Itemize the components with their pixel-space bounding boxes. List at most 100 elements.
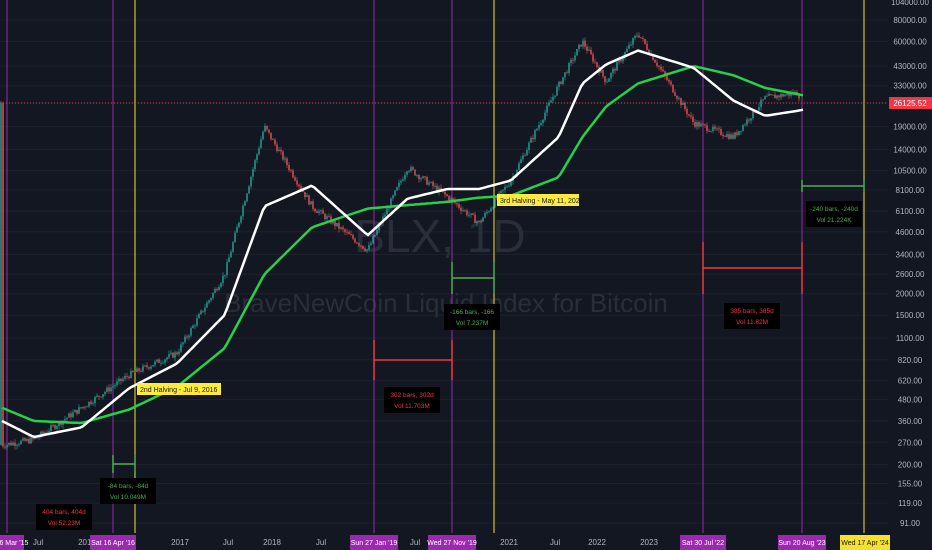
candle-body [394, 190, 396, 196]
price-tick-label: 360.00 [898, 417, 923, 426]
price-tick-label: 200.00 [898, 461, 923, 470]
candle-body [606, 81, 608, 83]
candle-body [104, 391, 106, 395]
time-tick-label: Jul [316, 538, 326, 547]
candle-body [228, 257, 230, 263]
candle-body [486, 211, 488, 214]
candle-body [690, 115, 692, 117]
candle-body [568, 63, 570, 73]
candle-body [506, 186, 508, 188]
candle-body [550, 100, 552, 103]
candle-body [294, 177, 296, 181]
candle-body [510, 181, 512, 186]
candle-body [558, 81, 560, 87]
candle-body [586, 46, 588, 51]
candle-body [50, 425, 52, 432]
candle-body [390, 198, 392, 209]
candle-body [724, 136, 726, 137]
candle-body [328, 216, 330, 218]
candle-body [446, 194, 448, 197]
candle-body [76, 409, 78, 414]
candle-body [656, 62, 658, 66]
candle-body [290, 170, 292, 171]
candle-body [112, 386, 114, 388]
candle-body [654, 60, 656, 63]
candle-body [462, 210, 464, 212]
candle-body [100, 396, 102, 398]
candle-body [716, 128, 718, 130]
candle-body [46, 432, 48, 434]
candle-body [784, 94, 786, 97]
candle-body [714, 126, 716, 129]
candle-body [44, 432, 46, 434]
price-axis[interactable]: 104000.00 80000.00 60000.00 43000.00 33000.0… [889, 0, 932, 528]
candle-body [136, 368, 138, 373]
price-tick-label: 104000.00 [891, 0, 929, 7]
candle-body [556, 86, 558, 96]
candle-body [376, 229, 378, 235]
candle-body [102, 394, 104, 398]
candle-body [358, 243, 360, 246]
candle-body [82, 406, 84, 409]
candle-body [594, 61, 596, 63]
time-tick-label: Jul [550, 538, 560, 547]
candle-body [286, 158, 288, 166]
candle-body [150, 366, 152, 369]
candle-body [722, 134, 724, 137]
candle-body [226, 262, 228, 276]
candles [0, 32, 800, 451]
measure-bars: 404 bars, 404d [42, 509, 86, 516]
candle-body [680, 98, 682, 105]
time-tick-label: 2016 [78, 538, 96, 547]
candle-body [236, 227, 238, 233]
time-highlight-label: Sat 16 Apr '16 [91, 540, 135, 547]
candle-body [374, 234, 376, 237]
candle-body [494, 198, 496, 208]
price-tick-label: 119.00 [898, 499, 922, 508]
candle-body [212, 292, 214, 298]
candle-body [464, 210, 466, 212]
candle-body [370, 243, 372, 246]
measure-box [724, 303, 780, 329]
candle-body [548, 102, 550, 106]
candle-body [308, 195, 310, 205]
candle-body [710, 130, 712, 132]
candle-body [526, 149, 528, 156]
candle-body [726, 134, 728, 137]
candle-body [10, 442, 12, 446]
candle-body [576, 48, 578, 56]
candle-body [200, 310, 202, 315]
measure-vol: Vol 52.23M [48, 520, 81, 527]
candle-body [642, 38, 644, 40]
candle-body [188, 335, 190, 338]
candle-body [364, 248, 366, 251]
candle-body [770, 94, 772, 96]
candle-body [314, 208, 316, 212]
time-tick-label: 2018 [263, 538, 281, 547]
candle-body [250, 176, 252, 187]
candle-body [88, 401, 90, 407]
candle-body [522, 155, 524, 160]
candle-body [538, 124, 540, 129]
price-tick-label: 4600.00 [896, 228, 925, 237]
candle-body [760, 99, 762, 108]
ma-fast-line [1, 49, 804, 439]
measure-bars: 385 bars, 385d [730, 308, 774, 315]
candle-body [362, 245, 364, 249]
candle-body [600, 69, 602, 73]
candle-body [12, 442, 14, 446]
price-tick-label: 155.00 [898, 479, 923, 488]
candle-body [234, 232, 236, 243]
candle-body [660, 66, 662, 70]
candle-body [316, 211, 318, 213]
time-tick-label: 2017 [171, 538, 189, 547]
time-axis[interactable]: Jul20162017Jul2018JulJul2021Jul202220232… [0, 535, 890, 550]
candle-body [744, 124, 746, 126]
candle-body [70, 413, 72, 418]
measure-box [384, 387, 440, 413]
candle-body [266, 125, 268, 130]
halving-label-box [137, 383, 221, 395]
candle-body [124, 376, 126, 379]
candle-body [160, 362, 162, 364]
